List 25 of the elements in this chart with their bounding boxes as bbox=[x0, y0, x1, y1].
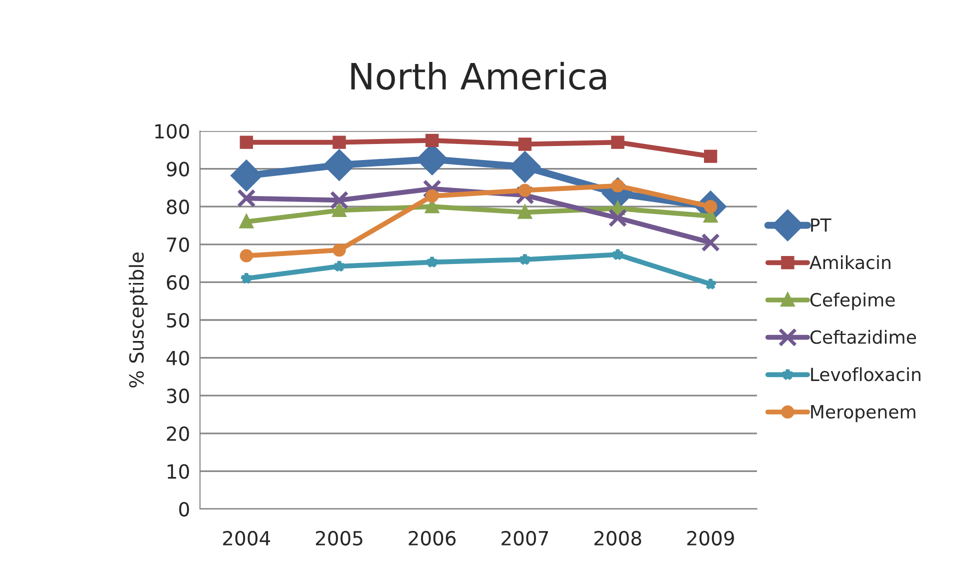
y-axis-title: % Susceptible bbox=[128, 252, 148, 388]
legend-label: PT bbox=[811, 218, 832, 232]
legend-label: Ceftazidime bbox=[810, 330, 916, 344]
y-tick-label: 10 bbox=[168, 464, 189, 479]
x-tick-label: 2005 bbox=[316, 530, 362, 546]
x-tick-label: 2006 bbox=[408, 530, 456, 546]
y-tick-label: 80 bbox=[166, 200, 189, 214]
y-tick-label: 30 bbox=[167, 388, 189, 404]
y-tick-label: 100 bbox=[155, 124, 189, 139]
y-tick-label: 90 bbox=[166, 162, 189, 176]
legend-label: Amikacin bbox=[810, 255, 890, 270]
y-tick-label: 0 bbox=[179, 502, 189, 517]
x-tick-label: 2007 bbox=[502, 530, 548, 546]
y-tick-label: 70 bbox=[167, 237, 189, 252]
y-tick-label: 50 bbox=[167, 312, 189, 328]
legend-label: Cefepime bbox=[810, 292, 895, 310]
x-tick-label: 2004 bbox=[223, 530, 270, 546]
y-tick-label: 20 bbox=[166, 426, 189, 442]
y-tick-label: 40 bbox=[166, 350, 189, 366]
y-tick-label: 60 bbox=[166, 275, 189, 290]
x-tick-label: 2008 bbox=[594, 530, 642, 546]
legend-label: Meropenem bbox=[811, 405, 916, 422]
legend-label: Levofloxacin bbox=[811, 367, 920, 382]
chart-title: North America bbox=[351, 62, 606, 90]
x-tick-label: 2009 bbox=[687, 530, 734, 546]
